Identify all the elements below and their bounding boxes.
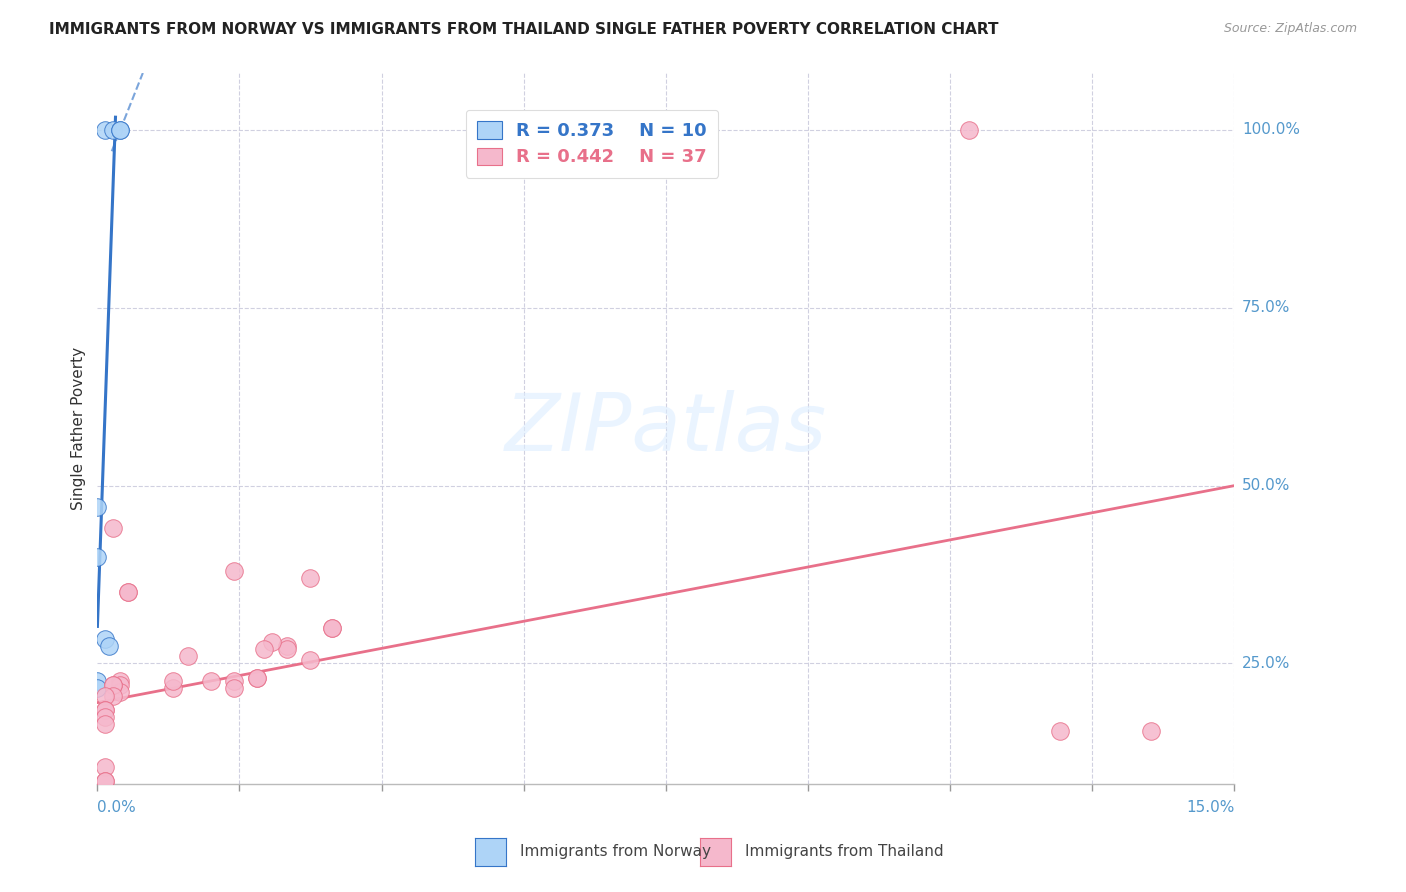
Point [94, 773, 117, 788]
Point [94, 123, 117, 137]
Point [260, 635, 283, 649]
Text: Immigrants from Norway: Immigrants from Norway [520, 845, 711, 859]
Text: 15.0%: 15.0% [1187, 800, 1234, 815]
Point [86, 674, 108, 689]
Point [101, 678, 124, 692]
Text: 100.0%: 100.0% [1241, 122, 1301, 137]
Point [177, 649, 200, 664]
Point [253, 642, 276, 657]
Point [94, 632, 117, 646]
Point [101, 689, 124, 703]
Point [162, 674, 184, 689]
Point [108, 123, 131, 137]
Point [222, 681, 245, 696]
Text: Source: ZipAtlas.com: Source: ZipAtlas.com [1223, 22, 1357, 36]
Point [245, 671, 267, 685]
Text: 0.0%: 0.0% [97, 800, 136, 815]
Point [101, 678, 124, 692]
Point [200, 674, 222, 689]
Point [86, 500, 108, 514]
Point [1049, 724, 1071, 739]
Point [94, 689, 117, 703]
Point [94, 703, 117, 717]
Point [97, 639, 120, 653]
Text: IMMIGRANTS FROM NORWAY VS IMMIGRANTS FROM THAILAND SINGLE FATHER POVERTY CORRELA: IMMIGRANTS FROM NORWAY VS IMMIGRANTS FRO… [49, 22, 998, 37]
Text: 50.0%: 50.0% [1241, 478, 1291, 493]
Point [101, 123, 124, 137]
Point [94, 703, 117, 717]
Point [94, 717, 117, 731]
Point [101, 521, 124, 535]
Point [86, 549, 108, 564]
Point [1140, 724, 1163, 739]
Point [276, 642, 298, 657]
Y-axis label: Single Father Poverty: Single Father Poverty [72, 347, 86, 510]
Point [108, 678, 131, 692]
Text: 75.0%: 75.0% [1241, 301, 1291, 315]
Point [94, 773, 117, 788]
Point [117, 585, 139, 599]
Point [298, 571, 321, 585]
Text: 25.0%: 25.0% [1241, 656, 1291, 671]
Point [957, 123, 980, 137]
Point [94, 710, 117, 724]
Point [222, 674, 245, 689]
Point [321, 621, 343, 635]
Point [222, 564, 245, 578]
Text: Immigrants from Thailand: Immigrants from Thailand [745, 845, 943, 859]
Point [108, 674, 131, 689]
Point [94, 759, 117, 773]
Point [162, 681, 184, 696]
Point [321, 621, 343, 635]
Text: ZIPatlas: ZIPatlas [505, 390, 827, 467]
Legend: R = 0.373    N = 10, R = 0.442    N = 37: R = 0.373 N = 10, R = 0.442 N = 37 [465, 110, 718, 178]
Point [276, 639, 298, 653]
Point [86, 681, 108, 696]
Point [108, 123, 131, 137]
Point [117, 585, 139, 599]
Point [245, 671, 267, 685]
Point [298, 653, 321, 667]
Point [108, 685, 131, 699]
